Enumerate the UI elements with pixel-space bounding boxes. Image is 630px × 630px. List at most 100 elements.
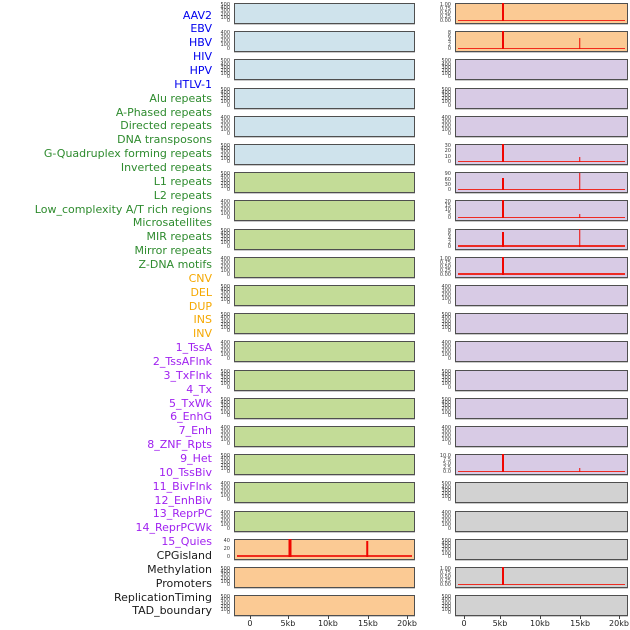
y-tick-label: 0.00 bbox=[439, 271, 451, 278]
mini-plot-1-tssa bbox=[455, 59, 628, 81]
profile-baseline bbox=[457, 273, 626, 275]
y-tick-label: 500 bbox=[441, 594, 451, 601]
y-tick-label: 300 bbox=[220, 429, 230, 435]
y-tick-label: 0 bbox=[226, 102, 230, 109]
feature-label-z-dna-motifs: Z-DNA motifs bbox=[138, 257, 212, 271]
x-tick-mark bbox=[249, 616, 251, 619]
y-tick-label: 100 bbox=[441, 99, 451, 106]
mini-plot-cnv bbox=[234, 538, 415, 560]
y-tick-label: 7.5 bbox=[443, 457, 451, 464]
y-tick-label: 200 bbox=[220, 263, 230, 270]
y-tick-label: 100 bbox=[220, 267, 230, 274]
mini-plot-methylation bbox=[455, 510, 628, 532]
mini-plot-12-enhbiv bbox=[455, 369, 628, 391]
mini-plot-6-enhg bbox=[455, 200, 628, 222]
y-tick-labels-ebv: 400 300 200 100 0 bbox=[207, 31, 232, 52]
mini-plot-3-txflnk bbox=[455, 115, 628, 137]
profile-baseline bbox=[457, 19, 626, 21]
y-tick-label: 200 bbox=[220, 489, 230, 496]
feature-label-5-txwk: 5_TxWk bbox=[169, 396, 212, 410]
profile-spike-15kb bbox=[579, 214, 581, 219]
y-tick-label: 200 bbox=[220, 122, 230, 129]
y-tick-labels-cpgisland: 500 400 300 200 100 0 bbox=[428, 482, 453, 503]
y-tick-label: 0 bbox=[447, 441, 451, 447]
y-tick-label: 100 bbox=[220, 126, 230, 133]
y-tick-label: 500 bbox=[220, 396, 230, 403]
mini-plot-4-tx bbox=[455, 144, 628, 165]
y-tick-labels-hpv: 400 300 200 100 0 bbox=[207, 115, 232, 137]
profile-baseline bbox=[457, 583, 626, 585]
y-tick-label: 400 bbox=[441, 484, 451, 491]
mini-plot-l2-repeats bbox=[234, 369, 415, 391]
y-tick-label: 0.25 bbox=[439, 267, 451, 274]
y-tick-labels-del: 500 400 300 200 100 0 bbox=[207, 567, 232, 588]
y-tick-label: 400 bbox=[220, 255, 230, 262]
y-tick-label: 100 bbox=[220, 14, 230, 21]
y-tick-label: 300 bbox=[220, 177, 230, 184]
y-tick-label: 200 bbox=[441, 406, 451, 413]
x-tick-mark bbox=[463, 616, 465, 619]
feature-label-6-enhg: 6_EnhG bbox=[170, 410, 212, 424]
y-tick-label: 300 bbox=[441, 92, 451, 99]
feature-label-hbv: HBV bbox=[188, 36, 212, 50]
y-tick-label: 0 bbox=[226, 74, 230, 81]
y-tick-label: 0 bbox=[226, 441, 230, 447]
feature-label-mir-repeats: MIR repeats bbox=[146, 230, 212, 244]
y-tick-label: 0.25 bbox=[439, 578, 451, 584]
feature-label-l2-repeats: L2 repeats bbox=[153, 188, 212, 202]
x-tick-label: 0 bbox=[461, 619, 467, 628]
feature-label-3-txflnk: 3_TxFlnk bbox=[163, 368, 212, 382]
y-tick-label: 100 bbox=[220, 42, 230, 49]
y-tick-label: 200 bbox=[220, 348, 230, 355]
y-tick-label: 0 bbox=[447, 46, 451, 53]
feature-label-hiv: HIV bbox=[192, 50, 212, 64]
feature-label-replicationtiming: ReplicationTiming bbox=[113, 590, 212, 604]
y-tick-label: 0 bbox=[447, 525, 451, 532]
mini-plot-hiv bbox=[234, 87, 415, 109]
feature-label-a-phased-repeats: A-Phased repeats bbox=[115, 105, 212, 119]
y-tick-label: 100 bbox=[220, 409, 230, 416]
y-tick-labels-promoters: 500 400 300 200 100 0 bbox=[428, 538, 453, 560]
y-tick-label: 2 bbox=[447, 42, 451, 49]
mini-plot-9-het bbox=[455, 285, 628, 306]
y-tick-label: 0.0 bbox=[443, 469, 451, 476]
y-tick-label: 200 bbox=[441, 378, 451, 385]
y-tick-label: 0 bbox=[226, 610, 230, 617]
y-tick-labels-mir-repeats: 500 400 300 200 100 0 bbox=[207, 454, 232, 475]
y-tick-labels-13-reprpc: 500 400 300 200 100 0 bbox=[428, 397, 453, 419]
y-tick-label: 100 bbox=[220, 521, 230, 528]
feature-label-cpgisland: CPGisland bbox=[156, 549, 212, 563]
mini-plot-7-enh bbox=[455, 228, 628, 250]
feature-label-dna-transposons: DNA transposons bbox=[117, 133, 212, 147]
y-tick-label: 1.00 bbox=[439, 566, 451, 572]
y-tick-label: 200 bbox=[220, 180, 230, 187]
y-tick-label: 20 bbox=[444, 199, 451, 206]
feature-label-hpv: HPV bbox=[189, 63, 212, 77]
x-tick-mark bbox=[287, 616, 289, 619]
y-tick-label: 20 bbox=[444, 148, 451, 155]
y-tick-label: 0 bbox=[447, 328, 451, 335]
y-tick-label: 0 bbox=[447, 384, 451, 391]
y-tick-label: 100 bbox=[220, 99, 230, 106]
y-tick-labels-inverted-repeats: 500 400 300 200 100 0 bbox=[207, 313, 232, 334]
y-tick-label: 400 bbox=[441, 114, 451, 121]
y-tick-label: 500 bbox=[220, 368, 230, 375]
x-tick-mark bbox=[407, 616, 409, 619]
y-tick-label: 0 bbox=[226, 525, 230, 532]
y-tick-label: 200 bbox=[220, 603, 230, 610]
mini-plot-13-reprpc bbox=[455, 397, 628, 419]
y-tick-label: 200 bbox=[220, 406, 230, 413]
y-tick-label: 0.50 bbox=[439, 10, 451, 16]
y-tick-label: 200 bbox=[220, 517, 230, 524]
y-tick-label: 400 bbox=[441, 89, 451, 96]
y-tick-label: 400 bbox=[441, 315, 451, 322]
mini-plot-replicationtiming bbox=[455, 567, 628, 588]
feature-label-low-complexity-a-t-rich-regions: Low_complexity A/T rich regions bbox=[34, 202, 212, 216]
y-tick-label: 500 bbox=[220, 2, 230, 8]
y-tick-label: 10 bbox=[444, 153, 451, 160]
profile-spike-5kb bbox=[502, 454, 505, 473]
y-tick-label: 1.00 bbox=[439, 2, 451, 8]
y-tick-label: 100 bbox=[441, 71, 451, 78]
y-tick-label: 300 bbox=[220, 403, 230, 410]
y-tick-label: 400 bbox=[441, 425, 451, 431]
